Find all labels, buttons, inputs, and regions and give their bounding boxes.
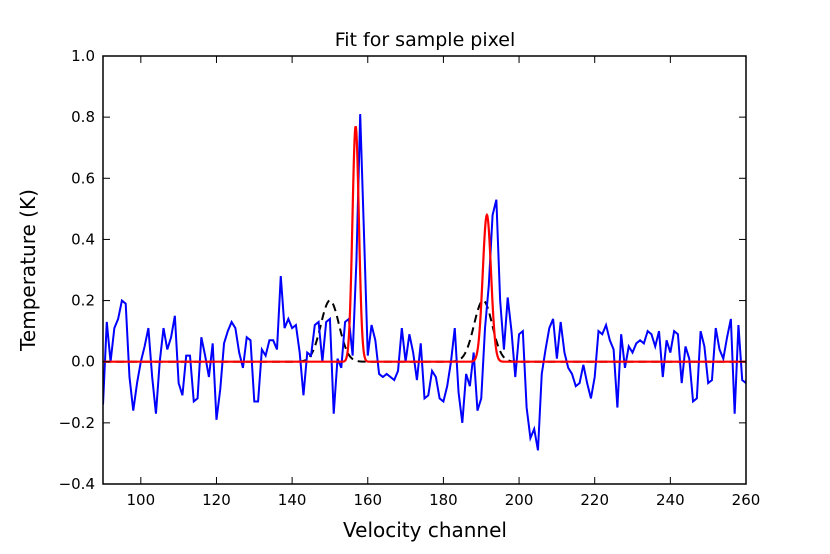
y-tick-label: 0.6 bbox=[71, 169, 95, 187]
x-tick-label: 140 bbox=[278, 491, 307, 509]
series-data-line bbox=[103, 114, 746, 451]
y-axis: −0.4 −0.2 0.0 0.2 0.4 0.6 0.8 1.0 bbox=[59, 47, 746, 493]
plot-area bbox=[103, 114, 746, 451]
x-tick-label: 240 bbox=[656, 491, 685, 509]
x-tick-label: 220 bbox=[580, 491, 609, 509]
x-tick-label: 200 bbox=[505, 491, 534, 509]
series-fit-line bbox=[103, 126, 746, 363]
y-tick-label: 0.0 bbox=[71, 353, 95, 371]
y-tick-label: 0.8 bbox=[71, 108, 95, 126]
x-tick-label: 100 bbox=[127, 491, 156, 509]
plot-frame bbox=[102, 55, 747, 485]
x-tick-label: 160 bbox=[353, 491, 382, 509]
y-tick-label: −0.2 bbox=[59, 414, 95, 432]
x-axis: 100 120 140 160 180 200 220 240 260 bbox=[127, 56, 761, 509]
y-tick-label: 0.2 bbox=[71, 292, 95, 310]
y-tick-label: 1.0 bbox=[71, 47, 95, 65]
x-axis-label: Velocity channel bbox=[343, 518, 507, 542]
x-tick-label: 120 bbox=[202, 491, 231, 509]
y-tick-label: 0.4 bbox=[71, 230, 95, 248]
x-tick-label: 180 bbox=[429, 491, 458, 509]
y-tick-label: −0.4 bbox=[59, 475, 95, 493]
x-tick-label: 260 bbox=[732, 491, 761, 509]
y-axis-label: Temperature (K) bbox=[16, 189, 40, 352]
chart-title: Fit for sample pixel bbox=[335, 29, 516, 51]
